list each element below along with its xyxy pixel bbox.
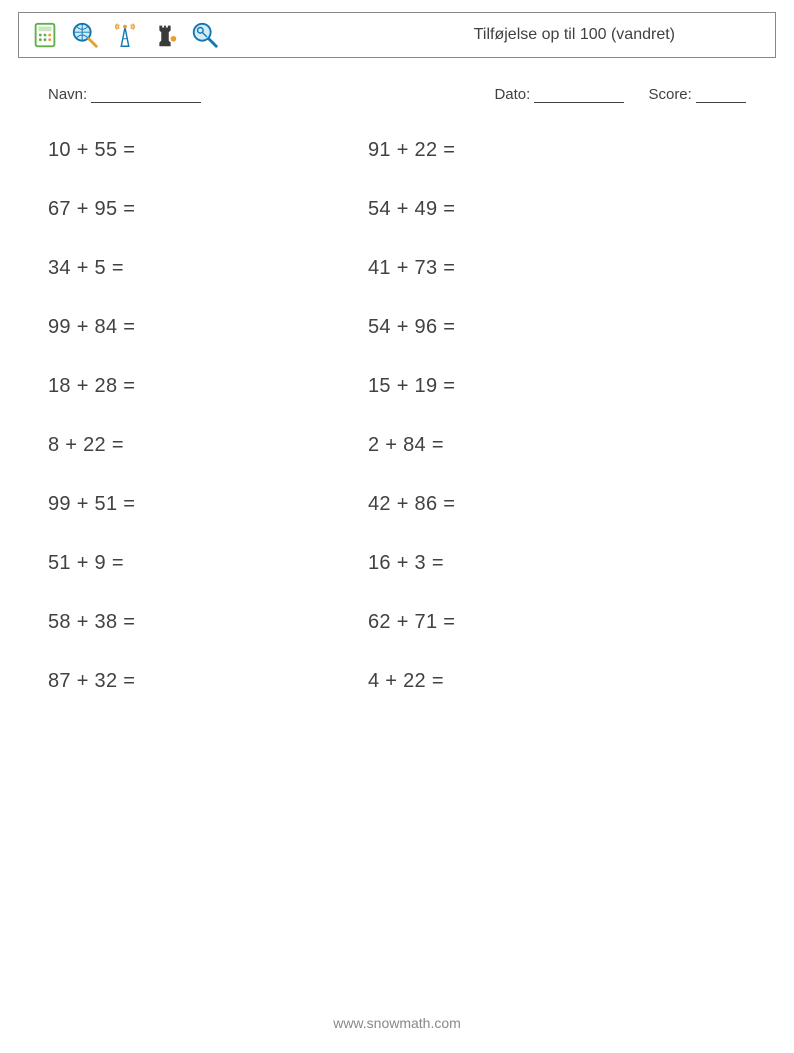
problems-column-2: 91 + 22 = 54 + 49 = 41 + 73 = 54 + 96 = 15 +…: [368, 139, 658, 693]
magnifier-globe-icon: [69, 19, 101, 51]
chess-rook-icon: [149, 19, 181, 51]
header-box: Tilføjelse op til 100 (vandret): [18, 12, 776, 58]
problem: 54 + 96 =: [368, 316, 658, 339]
problem: 42 + 86 =: [368, 493, 658, 516]
date-field: Dato:: [494, 86, 624, 103]
antenna-icon: [109, 19, 141, 51]
problem: 15 + 19 =: [368, 375, 658, 398]
problem: 87 + 32 =: [48, 670, 338, 693]
problem: 18 + 28 =: [48, 375, 338, 398]
date-label: Dato:: [494, 86, 530, 103]
problems-area: 10 + 55 = 67 + 95 = 34 + 5 = 99 + 84 = 18 + …: [18, 139, 776, 693]
score-label: Score:: [648, 86, 691, 103]
name-blank[interactable]: [91, 89, 201, 103]
problem: 62 + 71 =: [368, 611, 658, 634]
problem: 99 + 84 =: [48, 316, 338, 339]
problem: 8 + 22 =: [48, 434, 338, 457]
problem: 16 + 3 =: [368, 552, 658, 575]
name-label: Navn:: [48, 86, 87, 103]
header-icons: [29, 19, 221, 51]
problem: 4 + 22 =: [368, 670, 658, 693]
meta-row: Navn: Dato: Score:: [18, 86, 776, 103]
problem: 99 + 51 =: [48, 493, 338, 516]
problem: 54 + 49 =: [368, 198, 658, 221]
problem: 67 + 95 =: [48, 198, 338, 221]
problem: 34 + 5 =: [48, 257, 338, 280]
problem: 41 + 73 =: [368, 257, 658, 280]
score-field: Score:: [648, 86, 746, 103]
magnifier-key-icon: [189, 19, 221, 51]
problem: 51 + 9 =: [48, 552, 338, 575]
footer-url: www.snowmath.com: [0, 1015, 794, 1031]
worksheet-title: Tilføjelse op til 100 (vandret): [474, 26, 675, 44]
problem: 91 + 22 =: [368, 139, 658, 162]
score-blank[interactable]: [696, 89, 746, 103]
date-blank[interactable]: [534, 89, 624, 103]
problems-column-1: 10 + 55 = 67 + 95 = 34 + 5 = 99 + 84 = 18 + …: [48, 139, 338, 693]
problem: 10 + 55 =: [48, 139, 338, 162]
calculator-icon: [29, 19, 61, 51]
problem: 58 + 38 =: [48, 611, 338, 634]
problem: 2 + 84 =: [368, 434, 658, 457]
name-field: Navn:: [48, 86, 201, 103]
